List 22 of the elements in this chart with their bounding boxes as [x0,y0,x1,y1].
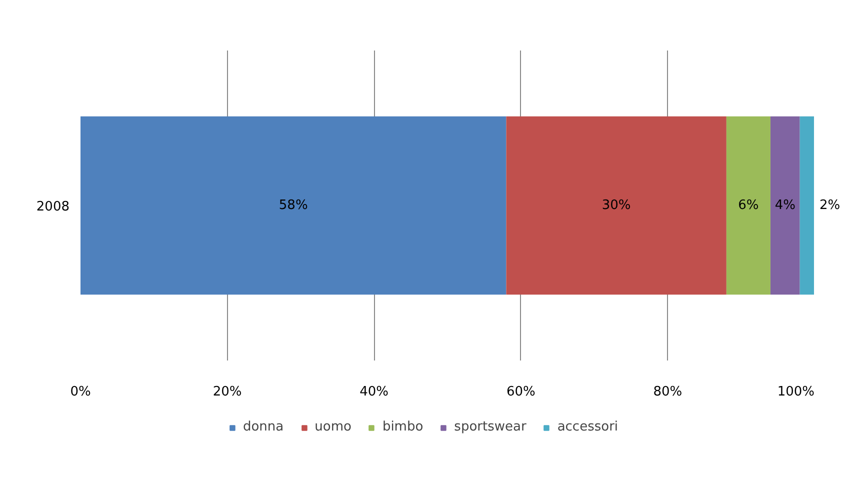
data-label: 58% [278,198,308,213]
legend-label: bimbo [382,420,424,434]
x-tick-label: 100% [777,384,815,400]
legend-label: sportswear [454,420,526,434]
data-label: 2% [820,198,840,213]
data-label: 30% [602,198,631,213]
bar [80,116,506,295]
bar [770,116,800,295]
x-tick-label: 20% [212,384,242,400]
legend-label: donna [242,420,284,434]
data-label: 6% [738,198,759,213]
y-tick-label: 2008 [36,200,70,214]
bar [726,116,770,295]
bar [506,116,726,295]
x-tick-label: 60% [506,384,536,400]
x-tick-label: 40% [360,384,389,400]
legend-label: uomo [314,420,352,434]
bar [800,116,814,295]
data-label: 4% [774,198,796,213]
legend-label: accessori [557,420,618,434]
x-tick-label: 0% [70,384,91,400]
x-tick-label: 80% [653,384,682,400]
